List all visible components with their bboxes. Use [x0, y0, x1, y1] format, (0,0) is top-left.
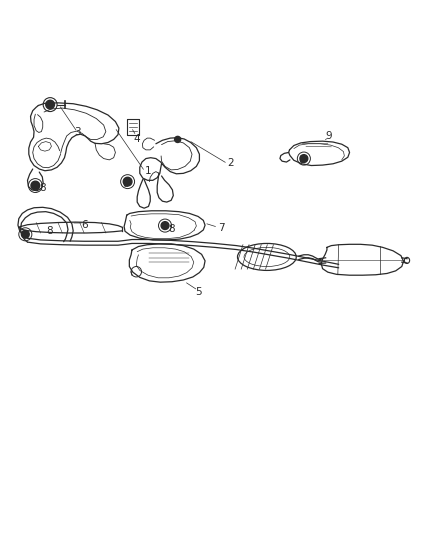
Text: 8: 8: [122, 179, 129, 189]
Circle shape: [161, 222, 169, 230]
Circle shape: [123, 177, 132, 186]
Text: 8: 8: [46, 226, 53, 236]
Circle shape: [300, 155, 308, 163]
Text: 8: 8: [298, 155, 305, 165]
Circle shape: [46, 100, 54, 109]
Circle shape: [21, 230, 29, 238]
Text: 3: 3: [74, 126, 81, 136]
Text: 5: 5: [195, 287, 201, 297]
Text: 4: 4: [133, 134, 140, 144]
Circle shape: [31, 181, 40, 190]
Text: 1: 1: [145, 166, 152, 176]
Text: 7: 7: [218, 223, 225, 233]
Circle shape: [175, 136, 181, 142]
Text: 8: 8: [168, 224, 175, 234]
Text: 9: 9: [325, 131, 332, 141]
Text: 8: 8: [39, 183, 46, 193]
Text: 2: 2: [228, 158, 234, 168]
Text: 6: 6: [81, 220, 88, 230]
